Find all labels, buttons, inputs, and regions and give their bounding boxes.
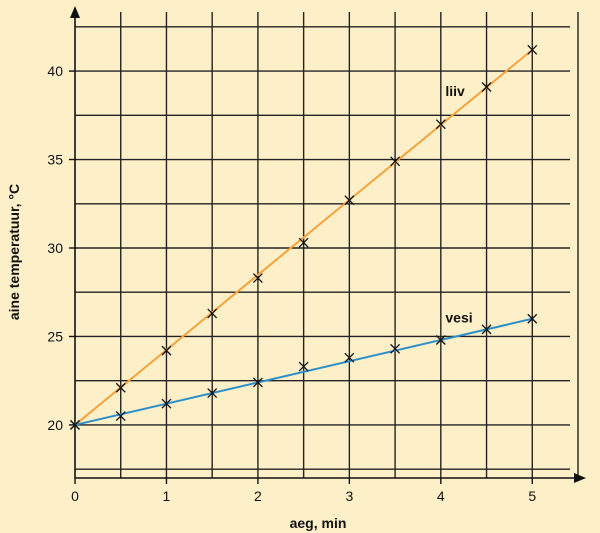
- data-point-vesi: [481, 324, 492, 335]
- data-point-vesi: [161, 398, 172, 409]
- data-point-vesi: [207, 388, 218, 399]
- data-point-stroke: [527, 313, 538, 324]
- data-point-liiv: [252, 273, 263, 284]
- series-label-vesi: vesi: [445, 309, 472, 325]
- data-point-liiv: [115, 382, 126, 393]
- data-point-vesi: [252, 377, 263, 388]
- data-point-stroke: [161, 398, 172, 409]
- data-point-liiv: [207, 308, 218, 319]
- data-point-vesi: [344, 352, 355, 363]
- y-tick-label: 30: [47, 240, 63, 256]
- data-point-stroke: [527, 44, 538, 55]
- data-point-stroke: [252, 377, 263, 388]
- y-axis-arrow: [70, 6, 80, 18]
- data-point-stroke: [481, 324, 492, 335]
- data-point-vesi: [70, 419, 80, 430]
- x-tick-label: 2: [254, 488, 262, 504]
- x-tick-label: 5: [528, 488, 536, 504]
- data-point-liiv: [527, 44, 538, 55]
- data-point-stroke: [298, 361, 309, 372]
- data-point-stroke: [70, 419, 80, 430]
- data-point-liiv: [298, 237, 309, 248]
- data-point-stroke: [344, 352, 355, 363]
- x-tick-label: 1: [163, 488, 171, 504]
- data-point-stroke: [161, 345, 172, 356]
- data-point-stroke: [298, 237, 309, 248]
- data-point-stroke: [207, 388, 218, 399]
- data-point-liiv: [344, 195, 355, 206]
- data-point-stroke: [390, 343, 401, 354]
- y-tick-label: 40: [47, 63, 63, 79]
- data-point-liiv: [161, 345, 172, 356]
- axes: [69, 6, 586, 484]
- data-point-stroke: [481, 82, 492, 92]
- y-axis-label: aine temperatuur, °C: [6, 184, 22, 320]
- x-tick-label: 3: [345, 488, 353, 504]
- series-layer: liiv vesi: [70, 44, 538, 430]
- data-point-vesi: [435, 335, 446, 345]
- data-point-stroke: [252, 273, 263, 284]
- data-point-liiv: [390, 156, 401, 167]
- data-point-stroke: [344, 195, 355, 206]
- series-label-liiv: liiv: [445, 83, 465, 99]
- data-point-vesi: [527, 313, 538, 324]
- data-point-liiv: [481, 82, 492, 92]
- data-point-stroke: [435, 335, 446, 345]
- y-tick-label: 35: [47, 152, 63, 168]
- data-point-vesi: [298, 361, 309, 372]
- x-tick-label: 0: [71, 488, 79, 504]
- y-tick-label: 25: [47, 328, 63, 344]
- y-tick-label: 20: [47, 417, 63, 433]
- x-tick-label: 4: [437, 488, 445, 504]
- data-point-vesi: [115, 411, 126, 422]
- series-line-vesi: [74, 317, 533, 426]
- data-point-stroke: [207, 308, 218, 319]
- data-point-stroke: [390, 156, 401, 167]
- data-point-stroke: [115, 411, 126, 422]
- data-point-liiv: [435, 119, 446, 130]
- series-line-liiv: [74, 49, 533, 426]
- series-liiv: liiv: [70, 44, 538, 430]
- data-point-stroke: [435, 119, 446, 130]
- series-vesi: vesi: [70, 309, 538, 430]
- tick-labels: 0 1 2 3 4 5 20 25 30 35 40: [47, 63, 536, 504]
- grid: [75, 12, 579, 478]
- x-axis-label: aeg, min: [290, 515, 347, 531]
- data-point-stroke: [115, 382, 126, 393]
- data-point-vesi: [390, 343, 401, 354]
- x-axis-arrow: [574, 473, 586, 483]
